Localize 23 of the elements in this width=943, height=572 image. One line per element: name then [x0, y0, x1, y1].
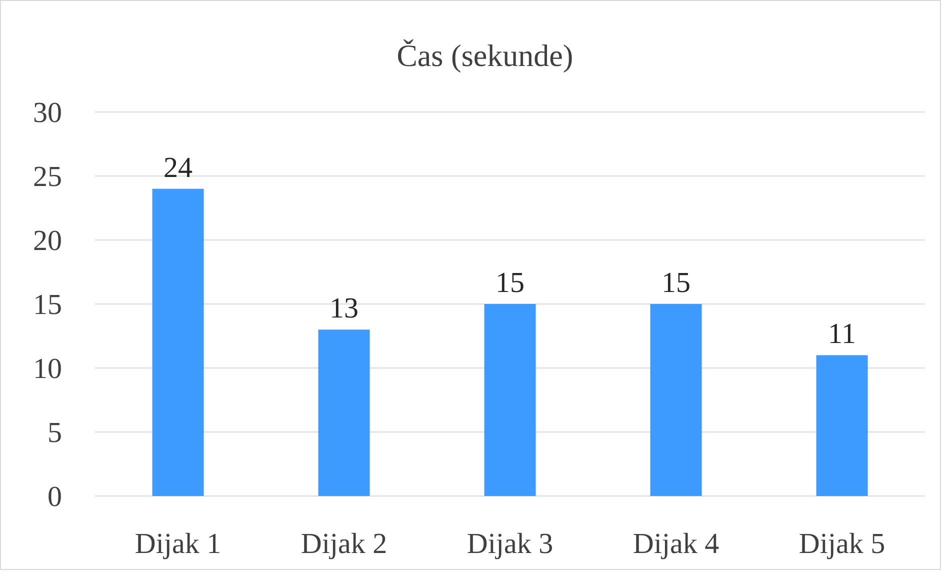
- y-tick-label: 0: [48, 481, 62, 513]
- data-label: 11: [828, 318, 856, 350]
- bar: [152, 188, 204, 496]
- bar: [484, 304, 536, 496]
- x-tick-label: Dijak 4: [632, 528, 720, 560]
- x-tick-label: Dijak 2: [300, 528, 388, 560]
- y-tick-label: 5: [48, 417, 62, 449]
- y-tick-label: 30: [33, 97, 62, 129]
- x-tick-label: Dijak 3: [466, 528, 554, 560]
- bar: [318, 330, 370, 496]
- data-label: 24: [164, 152, 193, 184]
- y-tick-label: 25: [33, 161, 62, 193]
- data-label: 15: [662, 267, 690, 299]
- x-tick-label: Dijak 1: [134, 528, 222, 560]
- chart-title: Čas (sekunde): [396, 38, 574, 73]
- data-label: 13: [330, 292, 358, 325]
- bar: [650, 304, 702, 496]
- y-tick-label: 10: [33, 353, 62, 385]
- bar: [816, 355, 868, 496]
- data-label: 15: [496, 267, 524, 299]
- y-tick-label: 15: [33, 289, 62, 321]
- y-tick-label: 20: [33, 225, 62, 257]
- x-tick-label: Dijak 5: [798, 528, 886, 560]
